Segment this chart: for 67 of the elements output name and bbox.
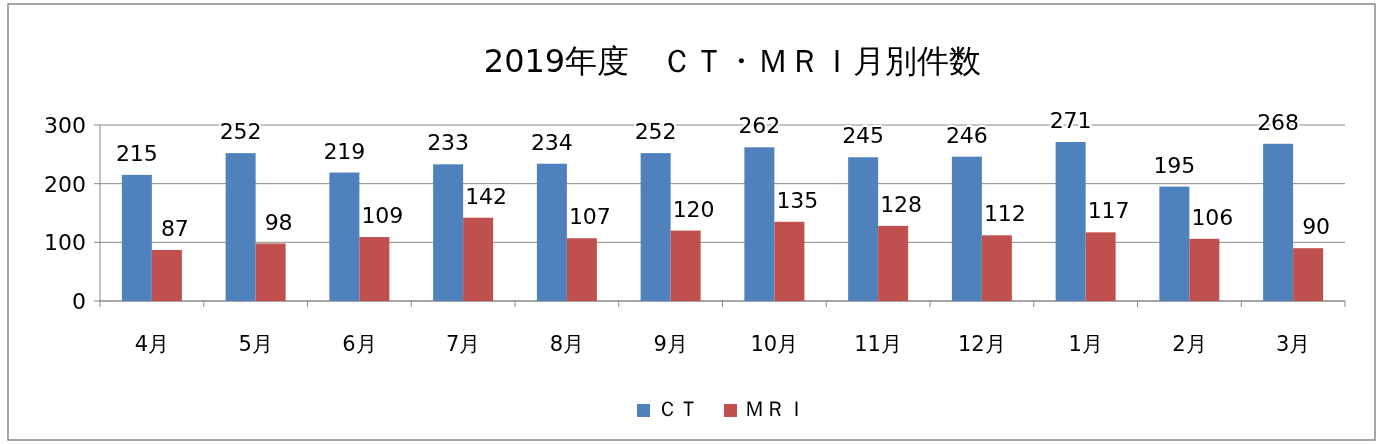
data-label: 219 — [323, 138, 366, 164]
bar — [536, 163, 567, 301]
data-label: 117 — [1087, 198, 1130, 224]
data-label: 233 — [427, 130, 470, 156]
data-label: 195 — [1153, 152, 1196, 178]
data-label: 252 — [219, 119, 262, 145]
x-tick-label: 1月 — [1068, 332, 1103, 356]
legend-label: ＭＲＩ — [744, 397, 807, 421]
bar — [121, 174, 152, 301]
bar — [774, 221, 805, 301]
bar — [1055, 142, 1086, 301]
data-label: 128 — [880, 191, 923, 217]
data-label: 262 — [738, 113, 781, 139]
x-tick-label: 12月 — [958, 332, 1006, 356]
data-label: 87 — [160, 215, 189, 241]
x-tick-label: 6月 — [342, 332, 377, 356]
bar — [151, 249, 182, 301]
x-tick-label: 11月 — [854, 332, 902, 356]
chart-title: 2019年度 ＣＴ・ＭＲＩ月別件数 — [483, 42, 982, 80]
bar — [670, 230, 701, 301]
y-tick-label: 200 — [44, 171, 86, 197]
data-label: 120 — [672, 196, 715, 222]
x-tick-label: 10月 — [750, 332, 799, 356]
data-label: 142 — [465, 183, 508, 209]
y-tick-label: 100 — [44, 230, 86, 256]
data-label: 109 — [361, 203, 404, 229]
bar — [1263, 143, 1294, 301]
bar — [359, 237, 390, 301]
x-tick-label: 4月 — [134, 332, 170, 356]
bar — [1189, 238, 1220, 301]
x-tick-label: 7月 — [445, 332, 481, 356]
bar — [566, 238, 597, 301]
bar — [951, 156, 982, 301]
data-label: 135 — [776, 187, 819, 213]
x-tick-label: 2月 — [1172, 332, 1207, 356]
data-label: 215 — [115, 140, 158, 166]
data-label: 98 — [264, 209, 293, 235]
x-tick-label: 9月 — [653, 332, 688, 356]
bar — [981, 235, 1012, 301]
bar — [640, 153, 671, 301]
data-label: 271 — [1049, 108, 1092, 134]
data-label: 252 — [634, 119, 677, 145]
bar — [1085, 232, 1116, 301]
x-tick-label: 8月 — [549, 332, 585, 356]
bar — [1293, 248, 1324, 301]
bar — [848, 157, 879, 301]
bar — [433, 164, 464, 301]
data-label: 268 — [1257, 109, 1300, 135]
data-label: 106 — [1191, 204, 1234, 230]
bar — [225, 153, 256, 301]
data-label: 112 — [983, 201, 1026, 227]
data-label: 234 — [530, 129, 573, 155]
data-label: 245 — [842, 123, 885, 149]
bar — [329, 172, 360, 301]
bar — [255, 243, 286, 301]
bar — [744, 147, 775, 301]
x-tick-label: 3月 — [1275, 332, 1311, 356]
data-label: 90 — [1302, 214, 1331, 240]
y-tick-label: 300 — [44, 113, 86, 138]
data-label: 246 — [945, 122, 988, 148]
data-label: 107 — [568, 204, 611, 230]
y-tick-label: 0 — [72, 289, 86, 314]
bar — [1159, 186, 1190, 301]
legend-label: ＣＴ — [657, 397, 699, 421]
bar — [878, 225, 909, 301]
x-tick-label: 5月 — [238, 332, 273, 356]
bar — [463, 217, 494, 301]
